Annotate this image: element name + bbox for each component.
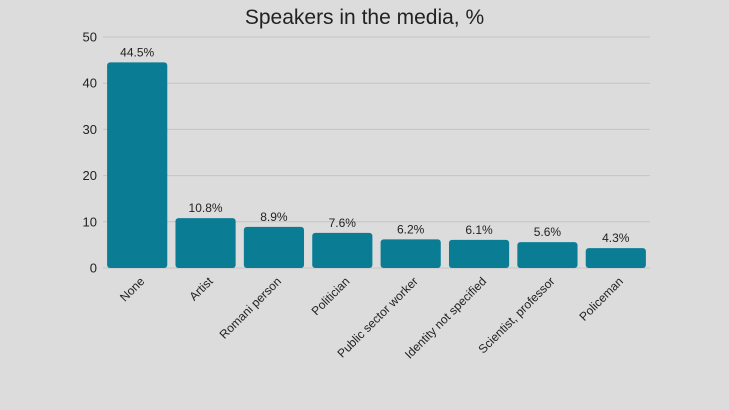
x-tick-label: Policeman [576, 274, 626, 324]
y-tick-label: 20 [83, 168, 97, 183]
data-label: 7.6% [329, 216, 357, 230]
bar [517, 242, 578, 268]
data-label: 10.8% [189, 201, 223, 215]
bar [448, 239, 510, 268]
data-label: 4.3% [602, 231, 630, 245]
bar [243, 226, 305, 268]
y-tick-label: 50 [83, 30, 97, 45]
y-tick-label: 40 [83, 76, 97, 91]
x-tick-label: Scientist, professor [476, 274, 558, 356]
bar [175, 218, 236, 268]
x-tick-label: Politician [309, 274, 353, 318]
data-label: 6.1% [465, 223, 493, 237]
chart-title: Speakers in the media, % [244, 6, 485, 29]
data-label: 8.9% [260, 210, 288, 224]
bar [107, 62, 168, 268]
y-tick-label: 10 [83, 214, 97, 229]
data-label: 44.5% [120, 45, 154, 59]
x-tick-label: Artist [186, 274, 216, 304]
bar [312, 232, 373, 268]
data-label: 6.2% [397, 222, 425, 236]
bar [380, 239, 441, 268]
y-tick-label: 0 [90, 261, 97, 276]
bar [585, 248, 646, 268]
x-tick-label: Romani person [217, 274, 284, 341]
data-label: 5.6% [534, 225, 562, 239]
y-tick-label: 30 [83, 122, 97, 137]
x-tick-label: None [117, 274, 147, 304]
